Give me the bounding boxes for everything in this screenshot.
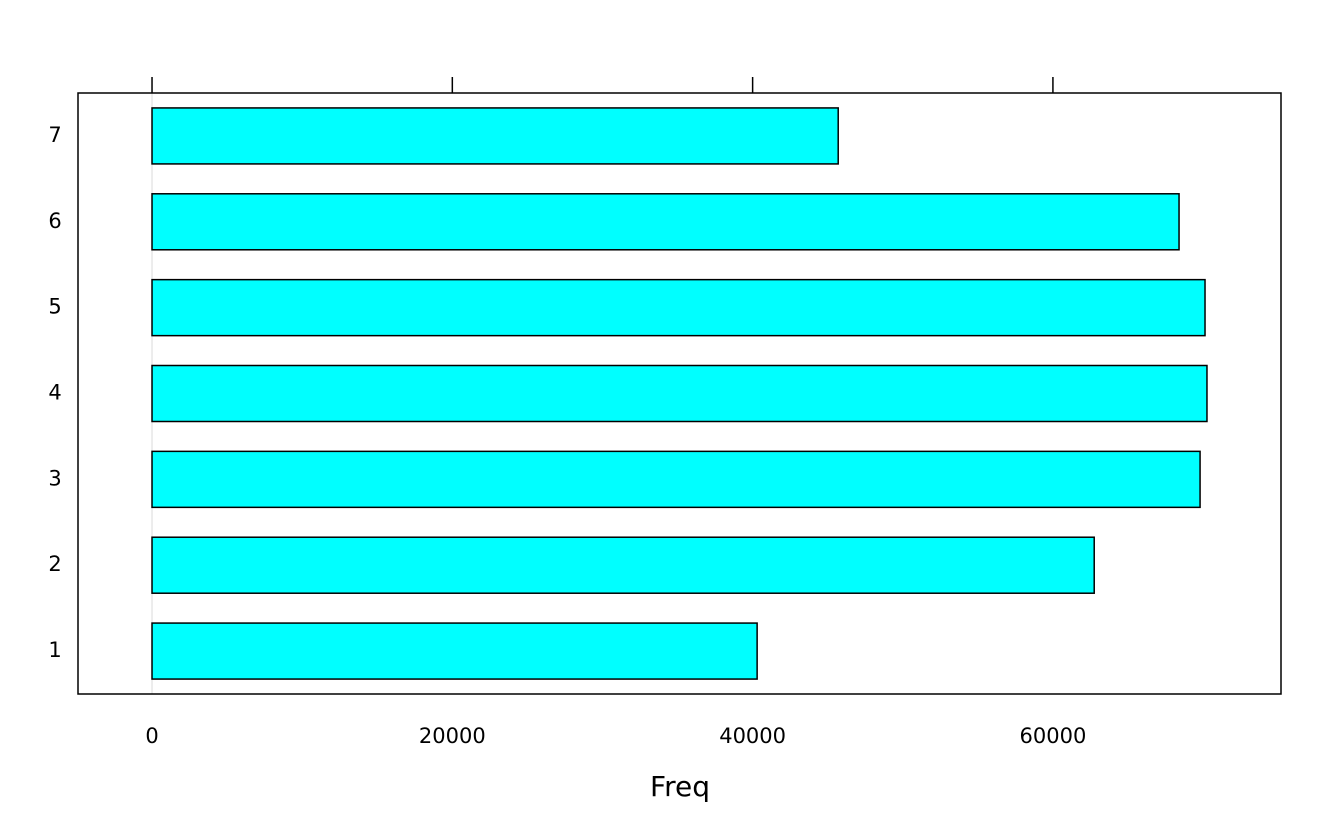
x-tick-label: 60000 [1020,724,1087,748]
x-tick-label: 0 [145,724,158,748]
bar [151,450,1201,509]
plot-frame [77,92,1282,695]
bar [151,622,758,680]
bar [151,536,1095,594]
bar [151,278,1206,337]
bar [151,193,1180,251]
y-tick-label: 3 [48,466,61,490]
y-tick-label: 5 [48,295,61,319]
x-tick-label: 40000 [719,724,786,748]
x-axis-title: Freq [650,770,710,803]
y-tick-label: 2 [48,552,61,576]
bar [151,107,839,165]
bar [151,364,1208,423]
y-tick-label: 7 [48,123,61,147]
y-tick-label: 4 [48,381,61,405]
y-tick-label: 6 [48,209,61,233]
x-tick-label: 20000 [419,724,486,748]
y-tick-label: 1 [48,638,61,662]
